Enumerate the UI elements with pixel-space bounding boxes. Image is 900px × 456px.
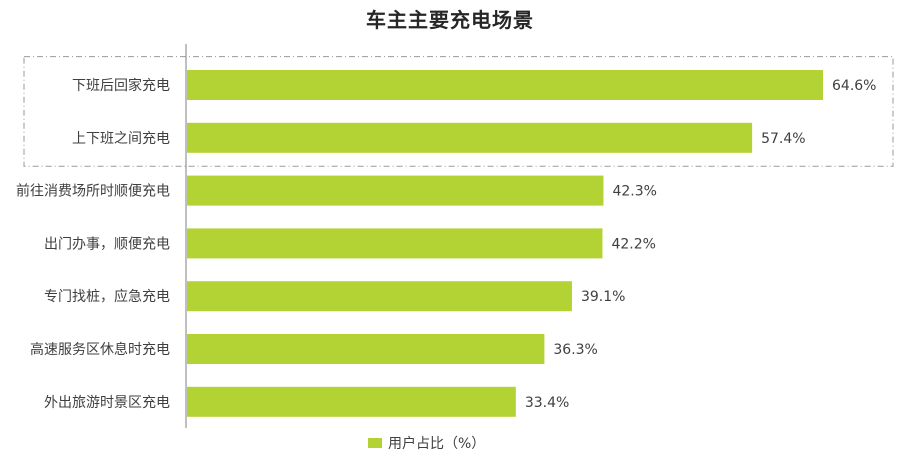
category-label: 前往消费场所时顺便充电 (16, 183, 170, 200)
bar (187, 70, 823, 100)
bar (187, 334, 545, 364)
bar (187, 175, 604, 206)
category-label: 专门找桩，应急充电 (44, 288, 170, 305)
value-label: 64.6% (832, 78, 876, 94)
bar (187, 228, 603, 259)
category-label: 出门办事，顺便充电 (44, 236, 170, 252)
category-label: 高速服务区休息时充电 (30, 341, 170, 358)
legend: 用户占比（%） (368, 433, 485, 453)
value-label: 42.2% (611, 236, 655, 252)
category-label: 外出旅游时景区充电 (44, 395, 170, 411)
bar (187, 281, 572, 312)
value-label: 57.4% (761, 131, 805, 147)
chart-title: 车主主要充电场景 (366, 8, 534, 32)
value-label: 33.4% (525, 395, 569, 411)
legend-label: 用户占比（%） (388, 436, 486, 452)
value-label: 36.3% (553, 342, 597, 358)
category-label: 下班后回家充电 (72, 77, 170, 94)
bar (187, 386, 516, 417)
value-label: 39.1% (581, 289, 625, 305)
legend-swatch (368, 438, 382, 448)
value-label: 42.3% (612, 184, 656, 200)
category-label: 上下班之间充电 (72, 131, 170, 147)
highlight-box (23, 56, 894, 167)
bar (187, 122, 753, 153)
